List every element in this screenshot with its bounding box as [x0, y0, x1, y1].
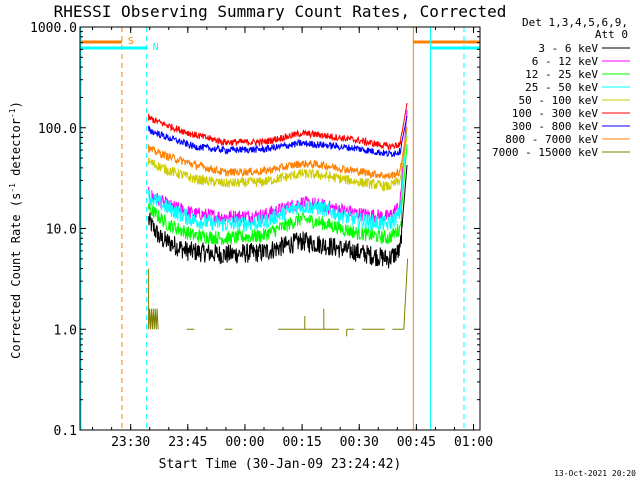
y-tick-label: 100.0 — [38, 122, 77, 137]
series-line — [148, 135, 408, 193]
y-tick-label: 0.1 — [54, 424, 77, 439]
legend-entry-label: 3 - 6 keV — [538, 42, 598, 55]
series-line — [148, 115, 408, 158]
legend-entry-label: 25 - 50 keV — [525, 81, 598, 94]
y-tick-label: 1000.0 — [30, 21, 77, 36]
x-tick-label: 00:30 — [340, 435, 379, 450]
x-tick-label: 23:45 — [168, 435, 207, 450]
flag-bars: SN — [80, 27, 480, 430]
series-line — [148, 258, 409, 337]
legend-header: Det 1,3,4,5,6,9, — [522, 16, 628, 29]
y-label-mid: detector — [9, 118, 23, 183]
legend-entry-label: 100 - 300 keV — [512, 107, 598, 120]
series-line — [148, 109, 408, 225]
y-tick-label: 10.0 — [46, 223, 77, 238]
legend-entry-label: 800 - 7000 keV — [505, 133, 598, 146]
y-axis-label: Corrected Count Rate (s-1 detector-1) — [8, 101, 23, 359]
y-label-end: ) — [9, 101, 23, 108]
series-line — [148, 144, 408, 246]
series-lines — [148, 102, 409, 337]
legend-entry-label: 7000 - 15000 keV — [492, 146, 598, 159]
y-label-sup1: -1 — [8, 183, 17, 193]
chart-title: RHESSI Observing Summary Count Rates, Co… — [54, 2, 507, 21]
x-tick-label: 23:30 — [111, 435, 150, 450]
y-label-sup2: -1 — [8, 108, 17, 118]
legend-entry-label: 50 - 100 keV — [519, 94, 599, 107]
series-line — [148, 102, 408, 151]
legend-entry-label: 12 - 25 keV — [525, 68, 598, 81]
x-tick-label: 01:00 — [454, 435, 493, 450]
x-tick-label: 00:15 — [283, 435, 322, 450]
legend-entry-label: 300 - 800 keV — [512, 120, 598, 133]
series-line — [148, 164, 408, 269]
y-label-main: Corrected Count Rate (s — [9, 193, 23, 359]
date-stamp: 13-Oct-2021 20:20 — [554, 469, 636, 478]
y-tick-label: 1.0 — [54, 323, 77, 338]
series-line — [148, 126, 408, 232]
x-axis: 23:30 23:45 00:00 00:15 00:30 00:45 01:00 — [92, 27, 493, 450]
flag-label: S — [128, 36, 134, 47]
plot-frame — [79, 26, 481, 431]
y-axis: 1000.0 100.0 10.0 1.0 0.1 — [30, 21, 480, 439]
legend-entry-label: 6 - 12 keV — [532, 55, 599, 68]
series-line — [148, 127, 408, 180]
x-tick-label: 00:00 — [225, 435, 264, 450]
x-tick-label: 00:45 — [397, 435, 436, 450]
flag-label: N — [153, 42, 159, 53]
x-axis-label: Start Time (30-Jan-09 23:24:42) — [159, 457, 402, 472]
legend-header-att: Att 0 — [595, 28, 628, 41]
